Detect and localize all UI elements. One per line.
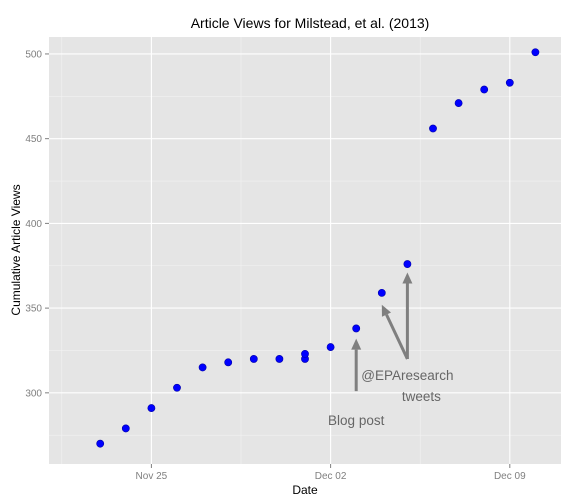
data-point — [377, 288, 386, 297]
annotation-arrow-head — [381, 304, 392, 317]
data-point — [352, 324, 361, 333]
major-gridlines — [49, 37, 561, 464]
y-axis-title: Cumulative Article Views — [9, 184, 23, 315]
chart-title: Article Views for Milstead, et al. (2013… — [191, 15, 430, 31]
data-point — [147, 404, 156, 412]
x-tick-label: Dec 09 — [494, 471, 526, 482]
x-axis: Nov 25 Dec 02 Dec 09 — [136, 464, 526, 482]
minor-gridlines — [49, 37, 561, 464]
y-tick-label: 400 — [25, 219, 42, 230]
plot-panel — [49, 37, 561, 464]
x-tick-label: Dec 02 — [315, 471, 347, 482]
data-point — [173, 383, 181, 392]
data-point — [224, 358, 233, 367]
y-tick-label: 500 — [25, 49, 42, 60]
annotation-arrow-head — [351, 338, 362, 350]
data-point — [96, 439, 105, 448]
data-point — [301, 349, 309, 358]
annotation-arrow-head — [402, 272, 413, 284]
annotation-arrow-shaft — [385, 314, 409, 360]
data-point — [480, 85, 489, 94]
data-point — [429, 124, 437, 133]
data-point — [121, 424, 130, 433]
y-tick-label: 350 — [25, 304, 42, 315]
x-axis-title: Date — [292, 483, 318, 497]
annotations: Blog post @EPAresearch tweets — [328, 272, 454, 428]
annotation-label-blog-post: Blog post — [328, 413, 385, 428]
annotation-label-tweets-line: @EPAresearch — [361, 368, 453, 383]
y-tick-label: 450 — [25, 134, 42, 145]
data-point — [505, 78, 514, 87]
data-point — [531, 48, 540, 57]
data-point — [198, 363, 207, 372]
y-axis: 300 350 400 450 500 — [25, 49, 49, 399]
data-points — [96, 48, 540, 448]
data-point — [403, 260, 412, 268]
data-point — [326, 343, 335, 351]
x-tick-label: Nov 25 — [136, 471, 168, 482]
y-tick-label: 300 — [25, 388, 42, 399]
data-point — [454, 99, 463, 107]
annotation-label-tweets-line: tweets — [402, 389, 441, 404]
data-point — [275, 355, 284, 363]
data-point — [249, 355, 258, 363]
